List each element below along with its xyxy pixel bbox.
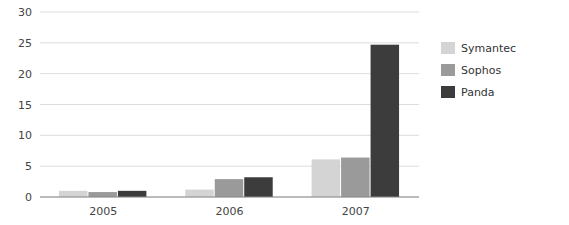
bar (88, 192, 116, 197)
x-axis-line (40, 197, 419, 198)
legend-swatch (441, 86, 455, 98)
grid-line (40, 73, 419, 74)
legend-label: Symantec (461, 42, 516, 55)
bar (215, 179, 243, 197)
bar (185, 190, 213, 197)
y-tick-label: 15 (18, 99, 32, 112)
y-tick-label: 10 (18, 129, 32, 142)
grid-line (40, 12, 419, 13)
grid-line (40, 42, 419, 43)
y-tick-label: 25 (18, 37, 32, 50)
x-tick-label: 2005 (89, 205, 117, 218)
y-tick-label: 20 (18, 68, 32, 81)
grid-line (40, 135, 419, 136)
y-tick-label: 30 (18, 6, 32, 19)
legend-swatch (441, 42, 455, 54)
legend-swatch (441, 64, 455, 76)
bars (59, 45, 399, 197)
bar (118, 191, 146, 197)
legend: Symantec Sophos Panda (441, 42, 516, 99)
bar (371, 45, 399, 197)
legend-label: Panda (461, 86, 495, 99)
bar (59, 191, 87, 197)
bar (341, 158, 369, 197)
grid-line (40, 104, 419, 105)
chart: 0 5 10 15 20 25 30 2005 2006 2007 Symantec Sophos Pa… (0, 0, 569, 225)
y-tick-label: 0 (25, 191, 32, 204)
y-tick-label: 5 (25, 160, 32, 173)
x-tick-label: 2006 (216, 205, 244, 218)
bar (244, 177, 272, 197)
x-tick-label: 2007 (342, 205, 370, 218)
legend-label: Sophos (461, 64, 501, 77)
grid-line (40, 197, 419, 198)
bar (312, 159, 340, 197)
